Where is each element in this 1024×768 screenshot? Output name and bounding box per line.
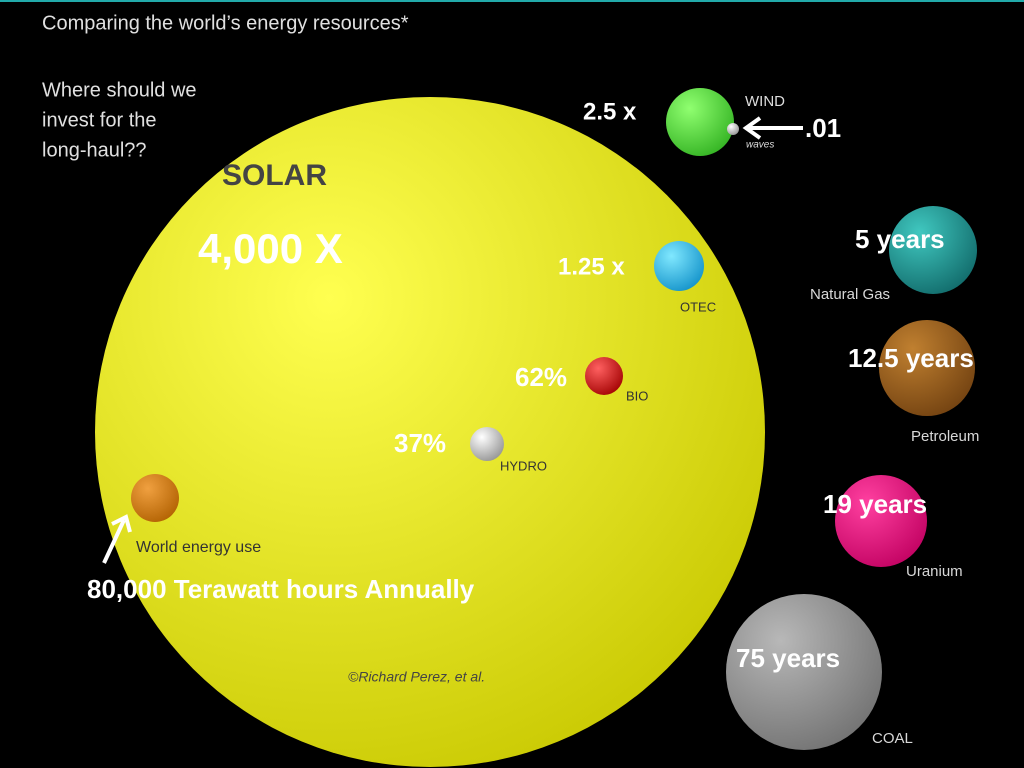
title: Comparing the world’s energy resources* xyxy=(42,12,409,34)
petroleum-annotation: 12.5 years xyxy=(848,343,974,373)
question-line: long-haul?? xyxy=(42,139,147,161)
world-use-sphere xyxy=(131,474,179,522)
bio-annotation: 62% xyxy=(515,362,567,392)
petroleum-label: Petroleum xyxy=(911,428,979,445)
bio-sphere xyxy=(585,357,623,395)
world-use-annotation: 80,000 Terawatt hours Annually xyxy=(87,574,475,604)
world-use-label: World energy use xyxy=(136,539,261,556)
coal-annotation: 75 years xyxy=(736,643,840,673)
gas-label: Natural Gas xyxy=(810,286,890,303)
wind-sphere xyxy=(666,88,734,156)
otec-sphere xyxy=(654,241,704,291)
uranium-annotation: 19 years xyxy=(823,489,927,519)
credit: ©Richard Perez, et al. xyxy=(348,669,485,685)
question-line: invest for the xyxy=(42,109,157,131)
solar-ratio: 4,000 X xyxy=(198,225,343,272)
otec-annotation: 1.25 x xyxy=(558,253,625,280)
waves-arrow xyxy=(742,116,803,140)
wind-label: WIND xyxy=(745,93,785,110)
waves-label: waves xyxy=(746,140,774,151)
question-line: Where should we xyxy=(42,79,197,101)
coal-label: COAL xyxy=(872,730,913,747)
coal-sphere xyxy=(726,594,882,750)
hydro-sphere xyxy=(470,427,504,461)
waves-annotation: .01 xyxy=(805,113,841,143)
uranium-sphere xyxy=(835,475,927,567)
hydro-annotation: 37% xyxy=(394,428,446,458)
solar-sphere xyxy=(95,97,765,767)
waves-sphere xyxy=(727,123,739,135)
gas-annotation: 5 years xyxy=(855,224,945,254)
bio-label: BIO xyxy=(626,388,648,403)
world-use-arrow xyxy=(102,514,132,564)
uranium-label: Uranium xyxy=(906,563,963,580)
gas-sphere xyxy=(889,206,977,294)
hydro-label: HYDRO xyxy=(500,458,547,473)
wind-annotation: 2.5 x xyxy=(583,98,637,125)
solar-label: SOLAR xyxy=(222,159,327,192)
petroleum-sphere xyxy=(879,320,975,416)
otec-label: OTEC xyxy=(680,299,716,314)
